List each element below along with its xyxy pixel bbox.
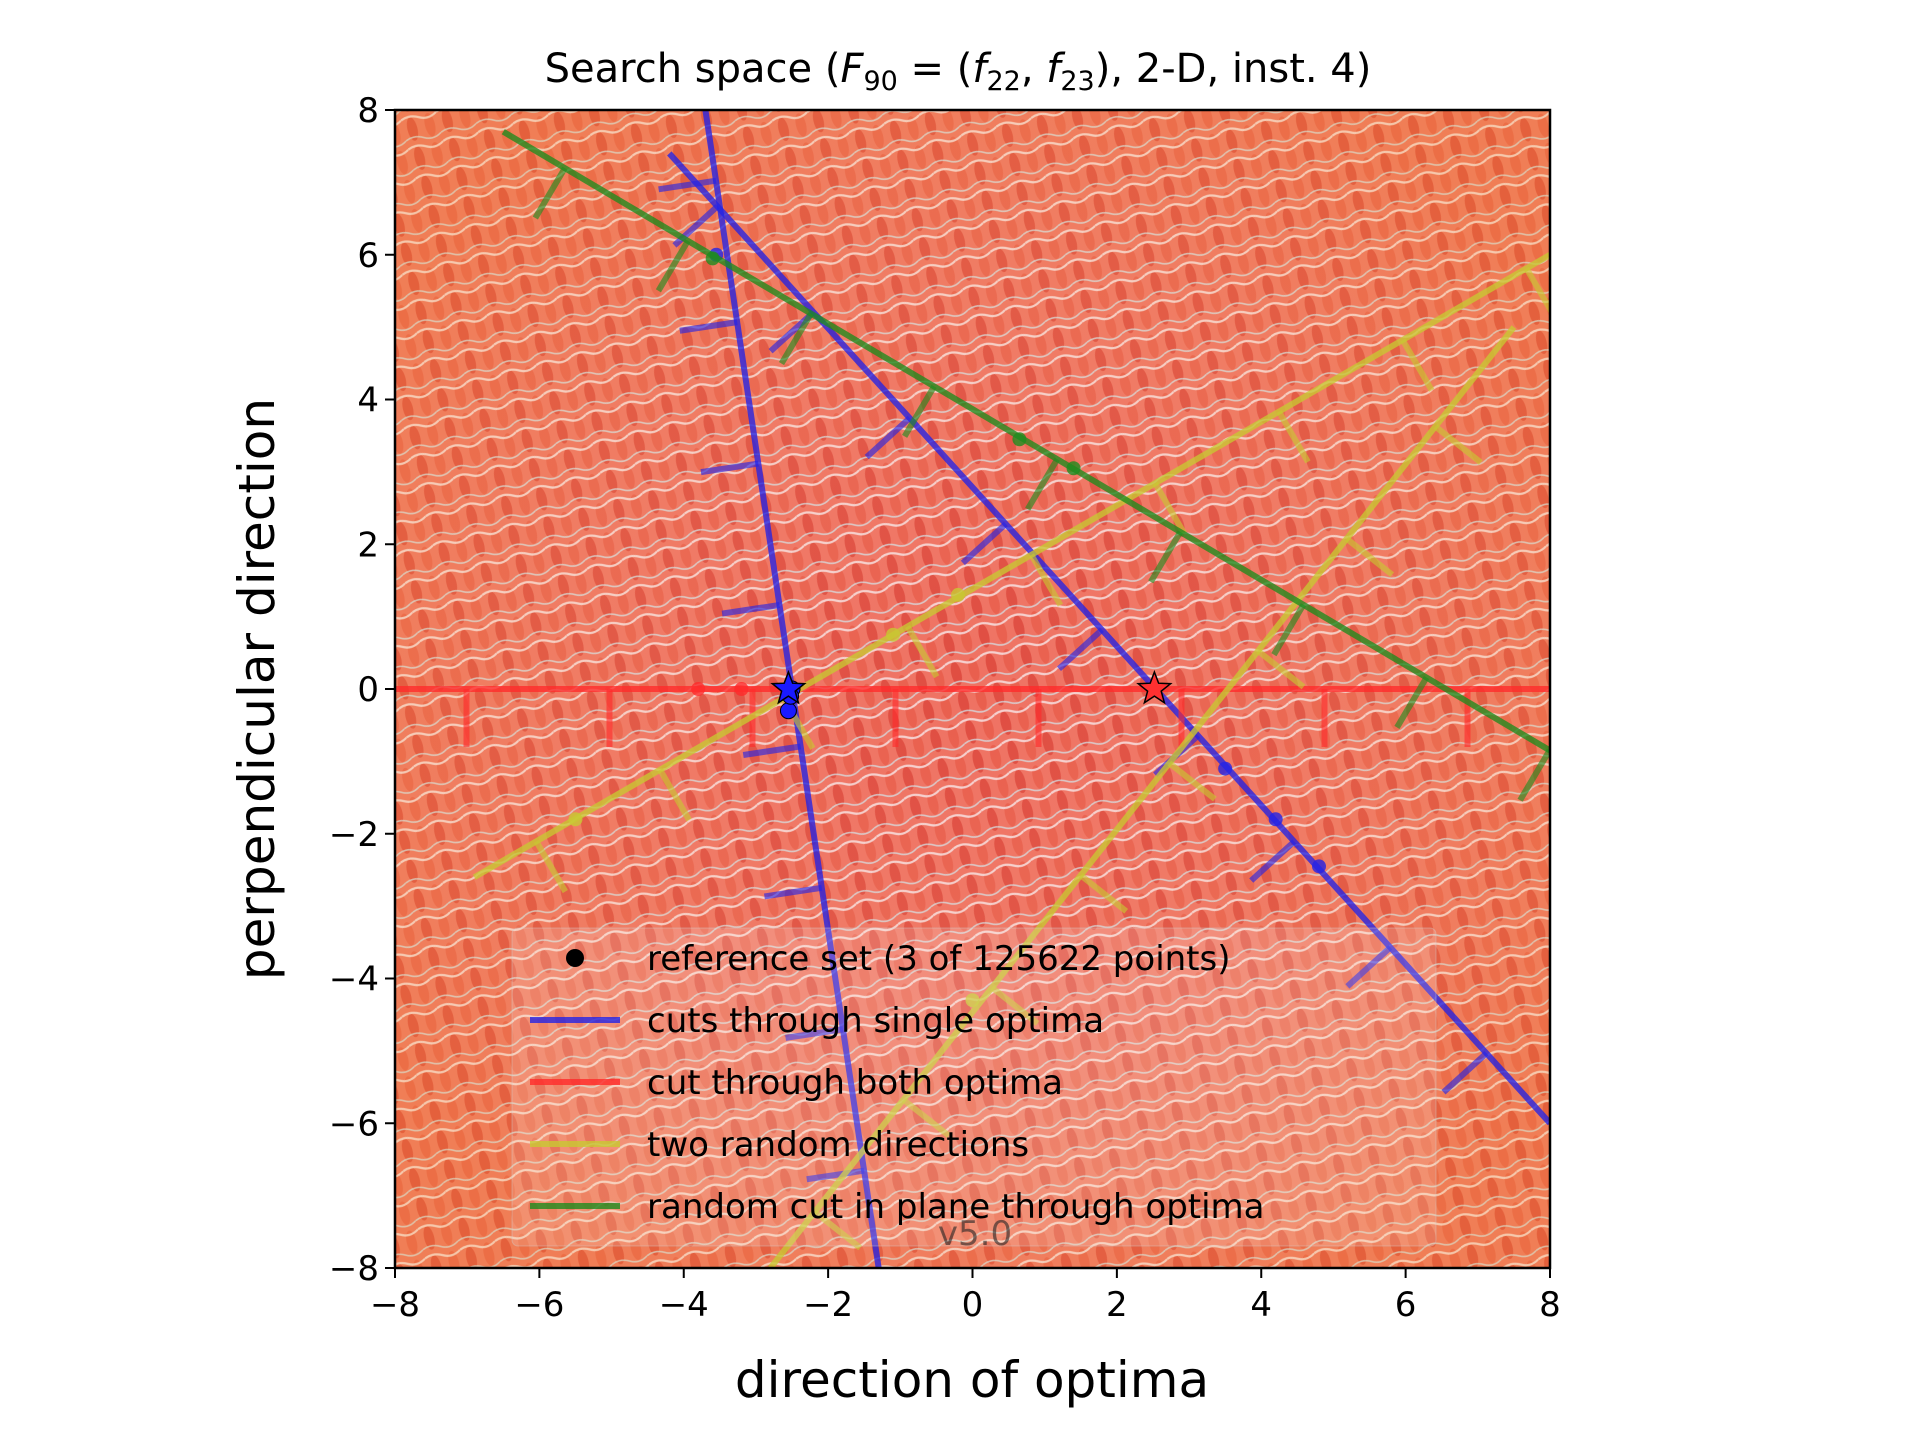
legend-box: [511, 927, 1437, 1247]
single-cut-tick: [1345, 945, 1393, 989]
single-cut-point: [1312, 859, 1326, 874]
legend-label-plane: random cut in plane through optima: [647, 1187, 1265, 1227]
plane-cut-tick: [778, 312, 814, 366]
single-cut-tick: [679, 319, 738, 334]
random-cut-tick: [657, 768, 692, 822]
plane-cut-point: [705, 251, 720, 266]
ticks-layer: −8 −6 −4 −2 0 2 4 6 8 −8 −6 −4 −2 0 2 4 6 8: [329, 91, 1561, 1325]
watermark: v5.0: [938, 1214, 1012, 1254]
random-cut-point: [568, 812, 583, 827]
single-cut-tick: [960, 521, 1008, 566]
single-cut-tick: [742, 743, 802, 758]
y-tick-label: 2: [357, 525, 379, 565]
y-tick-label: −6: [329, 1104, 379, 1144]
random-cut-point: [965, 993, 980, 1008]
plane-cut-tick: [655, 239, 691, 293]
random-cut-tick: [1400, 338, 1435, 392]
legend-marker-ref: [566, 949, 584, 967]
single-cut-tick: [1249, 839, 1297, 883]
random-cut-tick: [1256, 648, 1306, 690]
both-cut-point: [691, 682, 706, 696]
random-cut-tick: [1523, 266, 1550, 316]
random-cut-tick: [812, 1209, 863, 1251]
series-layer: [395, 110, 1550, 1268]
single-cut-point: [1218, 761, 1233, 776]
single-cut-tick: [1441, 1051, 1489, 1095]
chart-title: Search space (F90 = (f22, f23), 2-D, ins…: [545, 46, 1372, 97]
x-tick-label: 0: [962, 1285, 984, 1325]
single-cut-tick: [658, 177, 717, 193]
x-tick-label: 2: [1106, 1285, 1128, 1325]
random-cut-point: [886, 627, 901, 642]
single-cut-tick: [785, 1026, 844, 1041]
plane-cut-line: [501, 129, 1550, 754]
legend-label-single: cuts through single optima: [647, 1001, 1104, 1041]
random-cut-tick: [1028, 553, 1064, 607]
single-cut-tick: [806, 1167, 865, 1183]
legend-label-random: two random directions: [647, 1125, 1029, 1165]
random-cut-tick: [533, 839, 568, 894]
plot-area: v5.0: [395, 110, 1550, 1268]
random-cut-tick: [1152, 481, 1187, 535]
single-cut-tick: [1056, 627, 1104, 672]
random-cut-tick: [990, 985, 1040, 1026]
both-cut-point: [734, 682, 749, 696]
legend-label-ref: reference set (3 of 125622 points): [647, 939, 1231, 979]
plane-cut-tick: [1148, 530, 1183, 584]
plane-cut-tick: [1271, 603, 1306, 657]
y-tick-label: −8: [329, 1249, 379, 1289]
plane-cut-point: [1012, 432, 1027, 447]
optimum-star-marker: [1136, 669, 1173, 705]
x-axis-label: direction of optima: [735, 1351, 1209, 1409]
plane-cut-tick: [1394, 675, 1430, 729]
random-cut-tick: [1276, 410, 1311, 464]
random-cut-tick: [901, 1097, 951, 1139]
x-tick-label: −6: [514, 1285, 564, 1325]
legend-label-both: cut through both optima: [647, 1063, 1063, 1103]
random-cut-line: [472, 252, 1550, 880]
x-tick-label: −2: [803, 1285, 853, 1325]
plane-cut-tick: [1025, 457, 1060, 511]
x-tick-label: 8: [1539, 1285, 1561, 1325]
y-tick-label: 6: [357, 236, 379, 276]
x-tick-label: 4: [1250, 1285, 1272, 1325]
random-cut-tick: [905, 624, 940, 679]
x-tick-label: −8: [370, 1285, 420, 1325]
optimum-star-marker: [770, 669, 807, 705]
plane-cut-point: [1066, 461, 1081, 476]
y-tick-label: 4: [357, 381, 379, 421]
single-cut-tick: [763, 884, 823, 900]
x-tick-label: 6: [1395, 1285, 1417, 1325]
random-cut-tick: [1433, 424, 1483, 465]
legend: reference set (3 of 125622 points) cuts t…: [511, 927, 1437, 1247]
single-cut-point: [1268, 812, 1283, 827]
y-tick-label: −2: [329, 815, 379, 855]
random-cut-tick: [1344, 536, 1395, 578]
single-cut-tick: [864, 415, 912, 460]
reference-point: [779, 702, 797, 720]
random-cut-tick: [1167, 760, 1217, 802]
plane-cut-tick: [1517, 748, 1550, 802]
y-axis-label: perpendicular direction: [228, 398, 286, 980]
plane-cut-tick: [532, 166, 568, 220]
y-tick-label: −4: [329, 960, 379, 1000]
random-cut-tick: [1078, 872, 1129, 914]
random-cut-line: [768, 325, 1517, 1268]
x-tick-label: −4: [659, 1285, 709, 1325]
y-tick-label: 0: [357, 670, 379, 710]
single-cut-tick: [700, 460, 759, 476]
y-tick-label: 8: [357, 91, 379, 131]
single-cut-tick: [721, 602, 780, 617]
random-cut-point: [951, 587, 966, 602]
plane-cut-tick: [902, 384, 937, 438]
